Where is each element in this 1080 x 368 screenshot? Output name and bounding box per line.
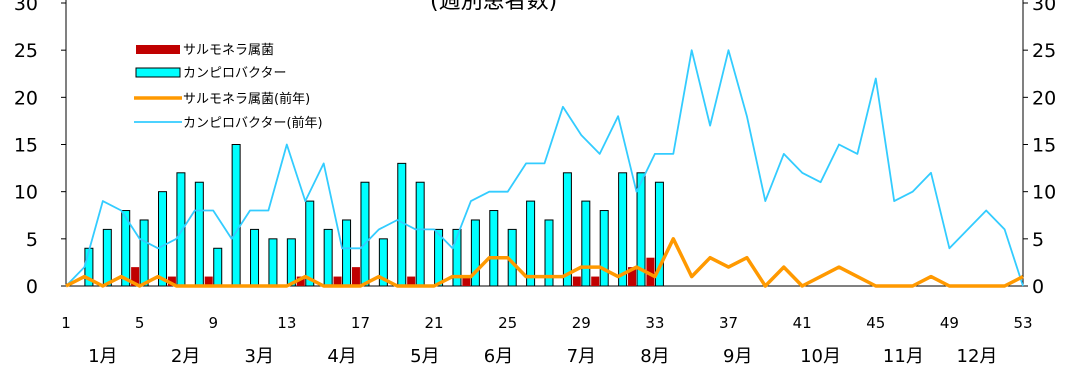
bar-campylobacter xyxy=(231,144,241,287)
bar-campylobacter xyxy=(434,228,444,287)
bar-campylobacter xyxy=(470,219,480,287)
bar-campylobacter xyxy=(636,172,646,287)
x-week-tick-label: 17 xyxy=(351,314,370,332)
x-week-tick-label: 29 xyxy=(572,314,591,332)
bar-campylobacter xyxy=(415,181,425,287)
bar-campylobacter xyxy=(176,172,186,287)
bar-campylobacter xyxy=(121,210,131,287)
bar-campylobacter xyxy=(360,181,370,287)
bar-campylobacter xyxy=(102,228,112,287)
x-week-tick-label: 13 xyxy=(277,314,296,332)
legend-label: サルモネラ属菌 xyxy=(183,43,274,58)
line-campylobacter-prev-year xyxy=(65,49,1024,287)
legend-label: カンピロバクター xyxy=(183,66,286,81)
line-salmonella-prev-year xyxy=(65,237,1024,288)
legend-swatch-campylobacter xyxy=(135,67,181,78)
bar-campylobacter xyxy=(286,238,296,287)
line-layer xyxy=(65,49,1024,288)
x-week-tick-label: 37 xyxy=(719,314,738,332)
y-tick-label-left: 30 xyxy=(14,0,38,15)
bar-campylobacter xyxy=(599,210,609,287)
bar-salmonella xyxy=(462,276,471,286)
x-week-tick-label: 49 xyxy=(940,314,959,332)
legend-label: サルモネラ属菌(前年) xyxy=(183,91,310,107)
y-tick-label-right: 10 xyxy=(1032,182,1056,204)
bar-campylobacter xyxy=(342,219,352,287)
bar-campylobacter xyxy=(618,172,628,287)
bar-campylobacter xyxy=(158,191,168,287)
x-month-label: 8月 xyxy=(640,346,669,367)
bar-campylobacter xyxy=(305,200,315,287)
bar-layer xyxy=(84,144,664,287)
bar-salmonella xyxy=(407,276,416,286)
legend-swatch-salmonella xyxy=(136,45,180,54)
x-month-label: 2月 xyxy=(171,346,200,367)
bar-campylobacter xyxy=(581,200,591,287)
bar-salmonella xyxy=(296,276,305,286)
x-week-tick-label: 21 xyxy=(425,314,444,332)
x-month-label: 4月 xyxy=(327,346,356,367)
bar-salmonella xyxy=(591,276,600,286)
x-week-tick-label: 33 xyxy=(645,314,664,332)
bar-salmonella xyxy=(204,276,213,286)
bar-salmonella xyxy=(351,267,360,286)
chart-title: (週別患者数) xyxy=(430,0,557,14)
bar-salmonella xyxy=(131,267,140,286)
bar-campylobacter xyxy=(378,238,388,287)
bar-campylobacter xyxy=(452,228,462,287)
y-tick-label-right: 15 xyxy=(1032,135,1056,157)
x-month-label: 3月 xyxy=(245,346,274,367)
x-month-label: 11月 xyxy=(883,346,924,367)
x-week-tick-label: 25 xyxy=(498,314,517,332)
bar-campylobacter xyxy=(323,228,333,287)
y-tick-label-right: 30 xyxy=(1032,0,1056,15)
y-tick-label-right: 20 xyxy=(1032,87,1056,109)
bar-campylobacter xyxy=(268,238,278,287)
x-week-tick-label: 45 xyxy=(866,314,885,332)
x-month-label: 1月 xyxy=(88,346,117,367)
y-tick-label-left: 25 xyxy=(14,40,38,62)
bar-campylobacter xyxy=(213,247,223,287)
y-tick-label-right: 5 xyxy=(1032,229,1044,251)
bar-salmonella xyxy=(167,276,176,286)
bar-salmonella xyxy=(333,276,342,286)
x-month-label: 7月 xyxy=(567,346,596,367)
bar-salmonella xyxy=(628,267,637,286)
bar-salmonella xyxy=(572,276,581,286)
y-tick-label-left: 10 xyxy=(14,182,38,204)
x-week-tick-label: 9 xyxy=(208,314,218,332)
x-month-label: 12月 xyxy=(957,346,998,367)
bar-salmonella xyxy=(646,257,655,286)
legend-label: カンピロバクター(前年) xyxy=(183,115,323,131)
bar-campylobacter xyxy=(250,228,260,287)
bar-campylobacter xyxy=(562,172,572,287)
y-tick-label-left: 0 xyxy=(26,276,38,298)
y-tick-label-left: 20 xyxy=(14,87,38,109)
bar-campylobacter xyxy=(489,210,499,287)
y-tick-label-left: 15 xyxy=(14,135,38,157)
bar-campylobacter xyxy=(654,181,664,287)
bar-campylobacter xyxy=(526,200,536,287)
y-tick-label-right: 25 xyxy=(1032,40,1056,62)
bar-campylobacter xyxy=(544,219,554,287)
bar-campylobacter xyxy=(194,181,204,287)
x-month-label: 6月 xyxy=(484,346,513,367)
x-month-label: 5月 xyxy=(410,346,439,367)
x-week-tick-label: 5 xyxy=(135,314,145,332)
bar-campylobacter xyxy=(139,219,149,287)
x-week-tick-label: 1 xyxy=(61,314,71,332)
x-week-tick-label: 41 xyxy=(793,314,812,332)
y-tick-label-left: 5 xyxy=(26,229,38,251)
x-week-tick-label: 53 xyxy=(1013,314,1032,332)
y-tick-label-right: 0 xyxy=(1032,276,1044,298)
x-month-label: 9月 xyxy=(723,346,752,367)
x-month-label: 10月 xyxy=(800,346,841,367)
